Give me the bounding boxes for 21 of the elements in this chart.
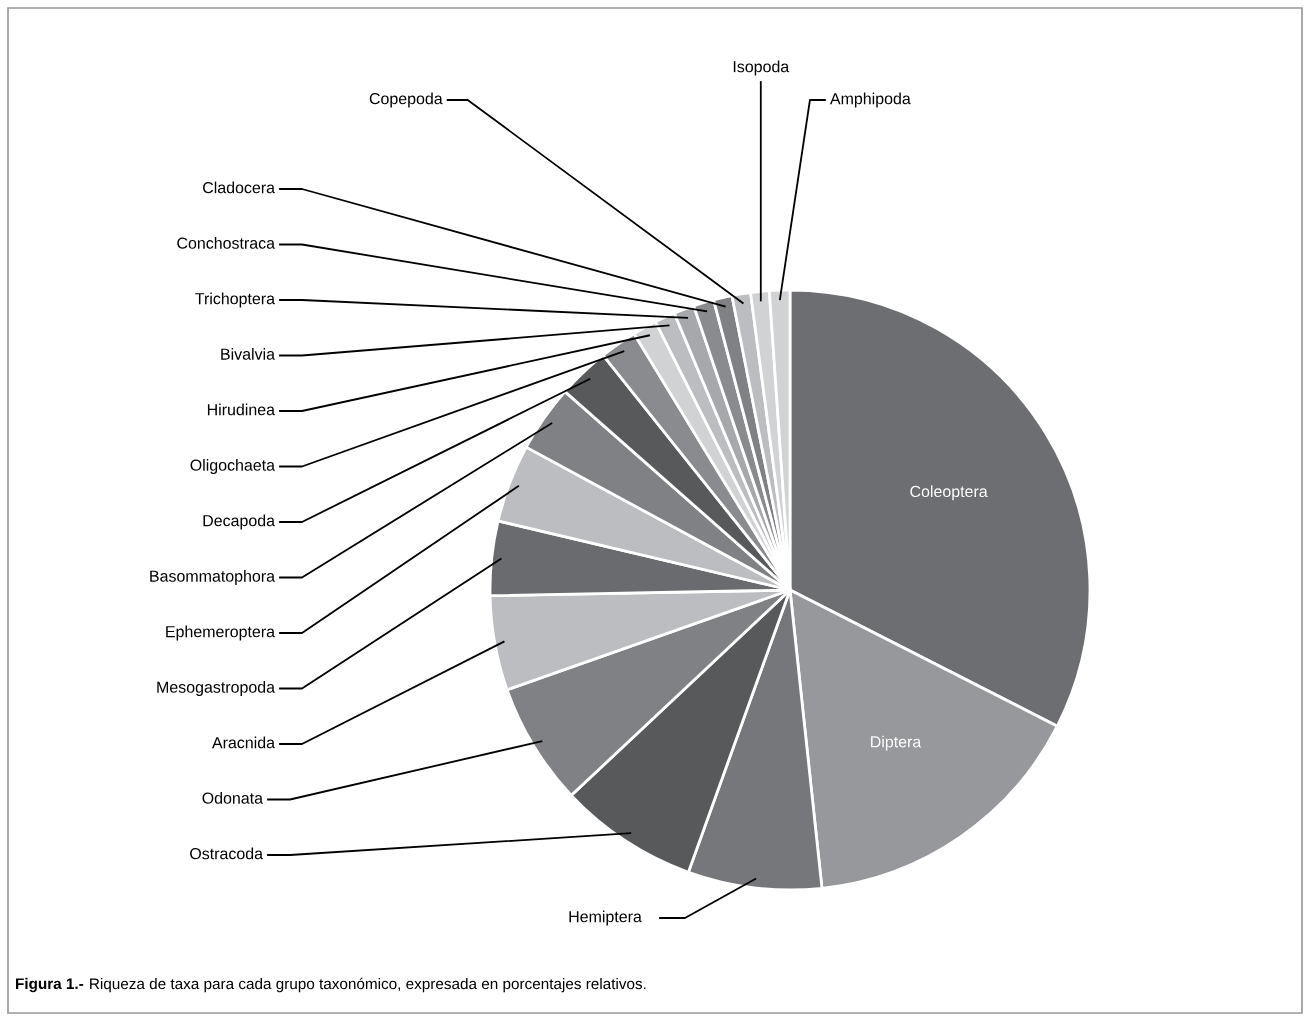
slice-label: Decapoda: [203, 514, 275, 530]
slice-label: Isopoda: [733, 60, 790, 76]
text: Figura 1.-: [16, 977, 84, 993]
slice-label: Amphipoda: [829, 92, 911, 108]
slice-label: Odonata: [202, 792, 263, 804]
slice-label: Coleoptera: [910, 485, 988, 501]
slice-label: Hirudinea: [207, 403, 275, 416]
slice-label: Copepoda: [369, 92, 443, 108]
slice-label: Cladocera: [203, 181, 275, 194]
slice-label: Trichoptera: [195, 292, 276, 308]
slice-label: Diptera: [871, 735, 922, 751]
slice-label: Conchostraca: [177, 237, 276, 249]
slice-label: Aracnida: [212, 736, 275, 749]
slice-label: Oligochaeta: [190, 459, 275, 474]
slice-label: Basommatophora: [150, 570, 276, 585]
text: Riqueza de taxa para cada grupo taxonómico, expresada en porcentajes relativos.: [90, 977, 646, 993]
slice-label: Ostracoda: [190, 847, 263, 860]
slice-label: Ephemeroptera: [166, 625, 276, 641]
slice-label: Hemiptera: [569, 910, 642, 926]
slice-label: Mesogastropoda: [157, 681, 276, 696]
slice-label: Bivalvia: [221, 348, 275, 360]
